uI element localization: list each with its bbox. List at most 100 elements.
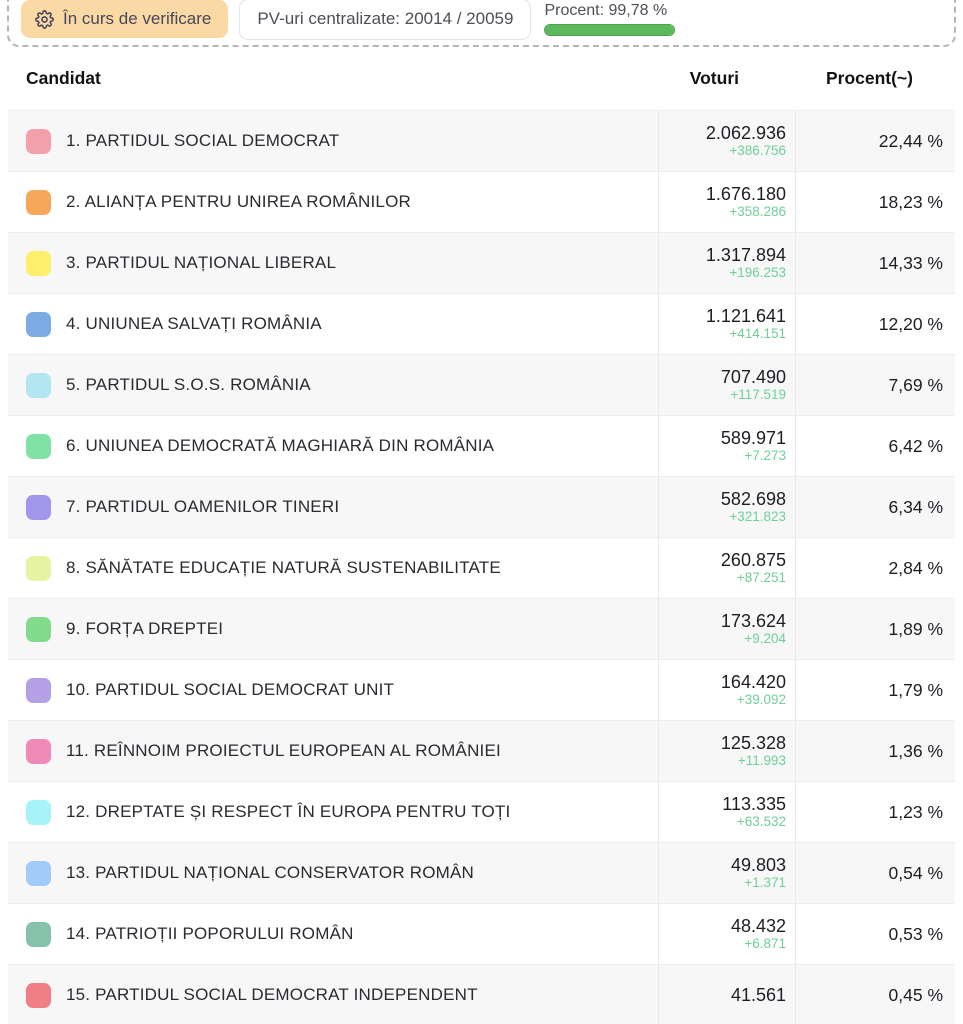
header-percent: Procent(~) [825, 68, 913, 88]
table-row[interactable]: 6. UNIUNEA DEMOCRATĂ MAGHIARĂ DIN ROMÂNI… [8, 415, 955, 476]
percent-cell: 14,33 % [795, 233, 955, 293]
percent-value: 2,84 % [888, 557, 943, 578]
table-row[interactable]: 5. PARTIDUL S.O.S. ROMÂNIA 707.490 +117.… [8, 354, 955, 415]
percent-value: 0,45 % [888, 984, 943, 1005]
percent-cell: 6,34 % [795, 477, 955, 537]
votes-cell: 707.490 +117.519 [658, 355, 795, 415]
candidate-cell: 13. PARTIDUL NAȚIONAL CONSERVATOR ROMÂN [8, 843, 658, 903]
percent-value: 0,54 % [888, 862, 943, 883]
votes-delta: +358.286 [729, 204, 786, 220]
candidate-cell: 4. UNIUNEA SALVAȚI ROMÂNIA [8, 294, 658, 354]
party-name: 2. ALIANȚA PENTRU UNIREA ROMÂNILOR [66, 192, 411, 211]
table-row[interactable]: 4. UNIUNEA SALVAȚI ROMÂNIA 1.121.641 +41… [8, 293, 955, 354]
percent-value: 0,53 % [888, 923, 943, 944]
percent-cell: 1,23 % [795, 782, 955, 842]
votes-value: 41.561 [730, 984, 786, 1005]
verification-status-panel: În curs de verificare PV-uri centralizat… [7, 0, 956, 47]
party-color-swatch [26, 250, 51, 276]
percent-cell: 1,36 % [795, 721, 955, 781]
candidate-cell: 3. PARTIDUL NAȚIONAL LIBERAL [8, 233, 658, 293]
progress-bar [544, 24, 676, 36]
party-name: 1. PARTIDUL SOCIAL DEMOCRAT [66, 131, 340, 150]
percent-cell: 1,89 % [795, 599, 955, 659]
party-name: 13. PARTIDUL NAȚIONAL CONSERVATOR ROMÂN [66, 863, 475, 882]
party-name: 15. PARTIDUL SOCIAL DEMOCRAT INDEPENDENT [66, 985, 478, 1004]
percent-value: 6,34 % [888, 496, 943, 517]
percent-cell: 6,42 % [795, 416, 955, 476]
votes-value: 164.420 [720, 671, 786, 692]
table-row[interactable]: 12. DREPTATE ȘI RESPECT ÎN EUROPA PENTRU… [8, 781, 955, 842]
progress-label: Procent: 99,78 % [544, 2, 668, 19]
votes-value: 260.875 [720, 549, 786, 570]
party-color-swatch [26, 799, 51, 825]
party-color-swatch [26, 677, 51, 703]
votes-cell: 164.420 +39.092 [658, 660, 795, 720]
votes-cell: 1.121.641 +414.151 [658, 294, 795, 354]
table-row[interactable]: 14. PATRIOȚII POPORULUI ROMÂN 48.432 +6.… [8, 903, 955, 964]
votes-value: 173.624 [720, 610, 786, 631]
party-color-swatch [26, 982, 51, 1008]
table-row[interactable]: 10. PARTIDUL SOCIAL DEMOCRAT UNIT 164.42… [8, 659, 955, 720]
votes-cell: 48.432 +6.871 [658, 904, 795, 964]
table-row[interactable]: 7. PARTIDUL OAMENILOR TINERI 582.698 +32… [8, 476, 955, 537]
candidate-cell: 8. SĂNĂTATE EDUCAȚIE NATURĂ SUSTENABILIT… [8, 538, 658, 598]
percent-cell: 0,54 % [795, 843, 955, 903]
percent-value: 6,42 % [888, 435, 943, 456]
candidate-cell: 15. PARTIDUL SOCIAL DEMOCRAT INDEPENDENT [8, 965, 658, 1024]
party-color-swatch [26, 189, 51, 215]
header-candidate: Candidat [26, 68, 101, 88]
candidate-cell: 1. PARTIDUL SOCIAL DEMOCRAT [8, 111, 658, 171]
percent-value: 7,69 % [888, 374, 943, 395]
table-row[interactable]: 15. PARTIDUL SOCIAL DEMOCRAT INDEPENDENT… [8, 964, 955, 1024]
party-color-swatch [26, 128, 51, 154]
votes-value: 1.121.641 [705, 305, 786, 326]
percent-cell: 0,53 % [795, 904, 955, 964]
votes-cell: 1.676.180 +358.286 [658, 172, 795, 232]
results-table: Candidat Voturi Procent(~) 1. PARTIDUL S… [8, 47, 955, 1024]
votes-value: 1.317.894 [705, 244, 786, 265]
status-badge-label: În curs de verificare [63, 9, 212, 28]
votes-delta: +117.519 [730, 387, 786, 403]
percent-value: 22,44 % [878, 130, 943, 151]
percent-cell: 22,44 % [795, 111, 955, 171]
percent-value: 12,20 % [878, 313, 943, 334]
table-row[interactable]: 8. SĂNĂTATE EDUCAȚIE NATURĂ SUSTENABILIT… [8, 537, 955, 598]
votes-value: 589.971 [720, 427, 786, 448]
percent-value: 1,89 % [888, 618, 943, 639]
party-name: 7. PARTIDUL OAMENILOR TINERI [66, 497, 340, 516]
party-color-swatch [26, 616, 51, 642]
table-row[interactable]: 1. PARTIDUL SOCIAL DEMOCRAT 2.062.936 +3… [8, 110, 955, 171]
candidate-cell: 11. REÎNNOIM PROIECTUL EUROPEAN AL ROMÂN… [8, 721, 658, 781]
party-name: 12. DREPTATE ȘI RESPECT ÎN EUROPA PENTRU… [66, 802, 511, 821]
party-name: 3. PARTIDUL NAȚIONAL LIBERAL [66, 253, 337, 272]
table-row[interactable]: 2. ALIANȚA PENTRU UNIREA ROMÂNILOR 1.676… [8, 171, 955, 232]
votes-value: 125.328 [720, 732, 786, 753]
votes-value: 1.676.180 [705, 183, 786, 204]
party-name: 14. PATRIOȚII POPORULUI ROMÂN [66, 924, 354, 943]
votes-delta: +1.371 [744, 875, 786, 891]
votes-cell: 49.803 +1.371 [658, 843, 795, 903]
progress-bar-fill [545, 25, 675, 35]
candidate-cell: 6. UNIUNEA DEMOCRATĂ MAGHIARĂ DIN ROMÂNI… [8, 416, 658, 476]
percent-cell: 1,79 % [795, 660, 955, 720]
party-name: 9. FORȚA DREPTEI [66, 619, 224, 638]
party-name: 4. UNIUNEA SALVAȚI ROMÂNIA [66, 314, 322, 333]
gear-icon [35, 9, 54, 29]
table-row[interactable]: 9. FORȚA DREPTEI 173.624 +9.204 1,89 % [8, 598, 955, 659]
table-row[interactable]: 11. REÎNNOIM PROIECTUL EUROPEAN AL ROMÂN… [8, 720, 955, 781]
candidate-cell: 10. PARTIDUL SOCIAL DEMOCRAT UNIT [8, 660, 658, 720]
party-color-swatch [26, 433, 51, 459]
votes-delta: +386.756 [729, 143, 786, 159]
table-row[interactable]: 13. PARTIDUL NAȚIONAL CONSERVATOR ROMÂN … [8, 842, 955, 903]
votes-cell: 589.971 +7.273 [658, 416, 795, 476]
votes-delta: +87.251 [736, 570, 786, 586]
percent-cell: 2,84 % [795, 538, 955, 598]
candidate-cell: 9. FORȚA DREPTEI [8, 599, 658, 659]
table-row[interactable]: 3. PARTIDUL NAȚIONAL LIBERAL 1.317.894 +… [8, 232, 955, 293]
votes-delta: +63.532 [736, 814, 786, 830]
votes-value: 49.803 [730, 854, 786, 875]
votes-value: 2.062.936 [705, 122, 786, 143]
votes-delta: +7.273 [744, 448, 786, 464]
percent-value: 1,23 % [888, 801, 943, 822]
votes-delta: +39.092 [736, 692, 786, 708]
